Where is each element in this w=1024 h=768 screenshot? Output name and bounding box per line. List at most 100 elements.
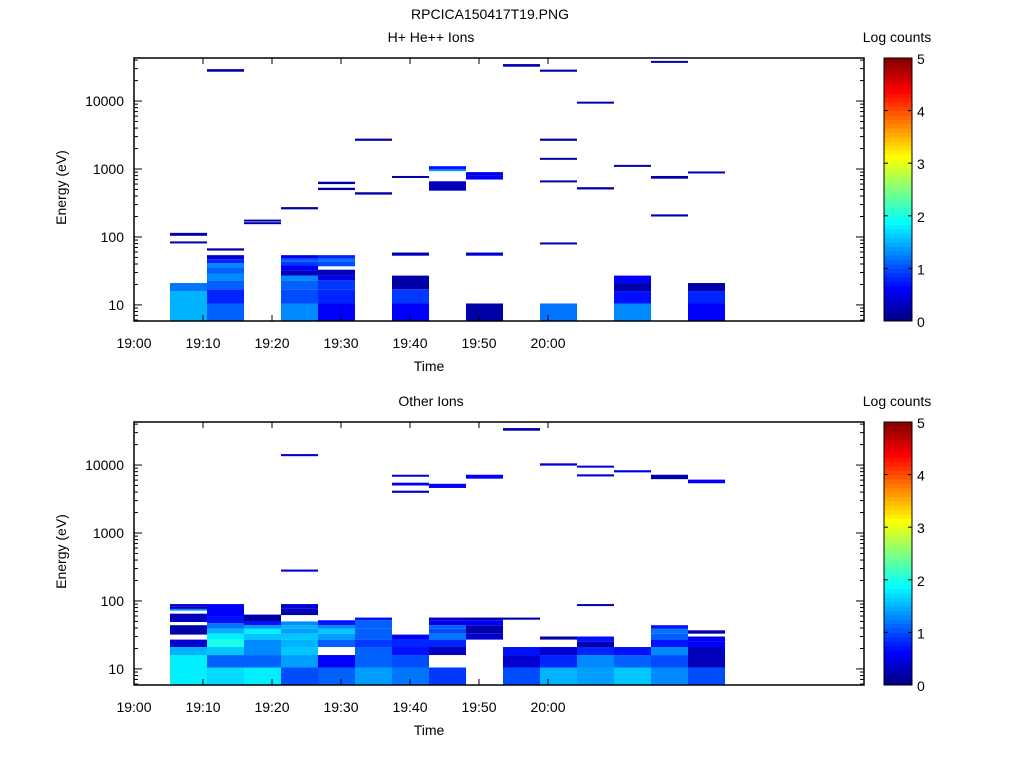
colorbar-segment [884,250,912,256]
heatmap-cell [651,667,688,685]
heatmap-cell [688,283,725,292]
heatmap-cell [429,625,466,629]
heatmap-cell [244,655,281,668]
colorbar-segment [884,106,912,112]
heatmap-cell [355,138,392,141]
heatmap-cell [355,647,392,668]
heatmap-cell [614,667,651,685]
colorbar-segment [884,211,912,217]
colorbar-segment [884,132,912,138]
heatmap-cell [577,636,614,642]
heatmap-cell [688,479,725,484]
colorbar-segment [884,101,912,107]
colorbar-segment [884,461,912,467]
heatmap-cell [281,454,318,457]
colorbar-segment [884,509,912,515]
heatmap-cell [577,474,614,477]
heatmap-cell [577,647,614,656]
colorbar-segment [884,163,912,169]
heatmap-cell [244,628,281,634]
colorbar-segment [884,224,912,230]
heatmap-cell [577,604,614,607]
heatmap-cell [207,623,244,629]
colorbar-segment [884,128,912,134]
y-tick-label: 10000 [85,93,124,109]
heatmap-cell [503,655,540,668]
heatmap-cell [207,616,244,624]
heatmap-cell [318,655,355,668]
heatmap-cell [281,207,318,210]
heatmap-cell [281,639,318,648]
heatmap-cell [281,265,318,271]
heatmap-cell [429,647,466,656]
heatmap-cell [577,655,614,668]
heatmap-cell [651,639,688,648]
heatmap-cells [170,428,725,685]
colorbar-segment [884,268,912,274]
heatmap-cell [281,647,318,656]
colorbar-segment [884,220,912,226]
heatmap-cell [466,252,503,256]
heatmap-cell [540,636,577,640]
colorbar-segment [884,439,912,445]
colorbar-segment [884,658,912,664]
heatmap-cell [170,606,207,609]
heatmap-cell [207,259,244,264]
colorbar-segment [884,215,912,221]
heatmap-cell [318,187,355,191]
x-tick-label: 19:40 [392,335,427,351]
colorbar-segment [884,88,912,94]
colorbar-segment [884,272,912,278]
colorbar-segment [884,487,912,493]
heatmap-cell [318,181,355,185]
heatmap-cell [540,463,577,466]
y-tick-label: 1000 [93,525,124,541]
colorbar-segment [884,531,912,537]
heatmap-cell [207,303,244,321]
colorbar-segment [884,66,912,72]
heatmap-cell [429,166,466,170]
panel-title: Other Ions [398,393,463,409]
heatmap-cell [688,667,725,685]
heatmap-cell [318,280,355,290]
colorbar-segment [884,426,912,432]
colorbar-segment [884,180,912,186]
heatmap-cell [170,625,207,635]
colorbar-segment [884,242,912,247]
heatmap-cell [392,634,429,640]
colorbar-segment [884,571,912,576]
heatmap-cell [577,465,614,468]
colorbar-segment [884,588,912,594]
heatmap-cell [318,275,355,281]
x-tick-label: 20:00 [530,699,565,715]
y-tick-label: 100 [101,229,125,245]
heatmap-cell [281,655,318,668]
colorbar-segment [884,575,912,581]
colorbar-tick-label: 0 [917,678,925,694]
y-tick-label: 1000 [93,161,124,177]
heatmap-cell [281,255,318,259]
colorbar-segment [884,93,912,98]
colorbar: 0 1 2 3 4 5 Log counts [863,393,932,694]
colorbar-segment [884,452,912,458]
colorbar-segment [884,171,912,177]
colorbar-segment [884,610,912,616]
heatmap-cell [466,172,503,176]
colorbar-segment [884,470,912,476]
heatmap-cells [170,60,725,321]
heatmap-cell [318,303,355,321]
colorbar-segment [884,176,912,182]
heatmap-cell [651,474,688,480]
colorbar: 0 1 2 3 4 5 Log counts [863,29,932,330]
colorbar-segment [884,641,912,647]
heatmap-cell [503,667,540,685]
colorbar-segment [884,514,912,519]
heatmap-cell [651,60,688,63]
heatmap-cell [688,647,725,668]
heatmap-cell [170,604,207,607]
colorbar-segment [884,264,912,269]
heatmap-cell [281,275,318,281]
heatmap-cell [540,655,577,668]
x-tick-label: 19:10 [185,699,220,715]
